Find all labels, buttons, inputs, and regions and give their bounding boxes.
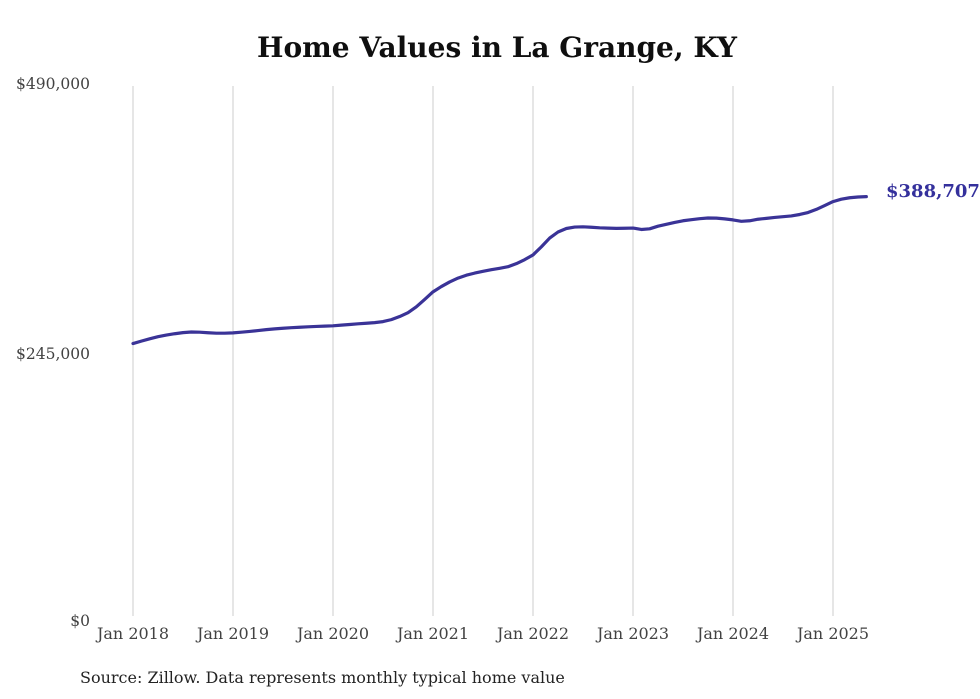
x-tick-label-2025: Jan 2025	[795, 624, 869, 643]
x-tick-label-2021: Jan 2021	[395, 624, 469, 643]
gridlines	[132, 86, 834, 616]
x-tick-label-2019: Jan 2019	[195, 624, 269, 643]
y-tick-label-245000: $245,000	[16, 345, 90, 363]
x-axis-labels: Jan 2018 Jan 2019 Jan 2020 Jan 2021 Jan …	[95, 624, 869, 643]
chart-title: Home Values in La Grange, KY	[257, 31, 738, 64]
x-tick-label-2020: Jan 2020	[295, 624, 369, 643]
y-tick-label-0: $0	[70, 612, 90, 630]
home-value-line	[131, 195, 868, 346]
y-axis-labels: $490,000 $245,000 $0	[16, 75, 90, 630]
x-tick-label-2022: Jan 2022	[495, 624, 569, 643]
x-tick-label-2018: Jan 2018	[95, 624, 169, 643]
x-tick-label-2024: Jan 2024	[695, 624, 769, 643]
x-tick-label-2023: Jan 2023	[595, 624, 669, 643]
end-value-label: $388,707	[886, 181, 980, 202]
source-note: Source: Zillow. Data represents monthly …	[80, 668, 565, 687]
y-tick-label-490000: $490,000	[16, 75, 90, 93]
